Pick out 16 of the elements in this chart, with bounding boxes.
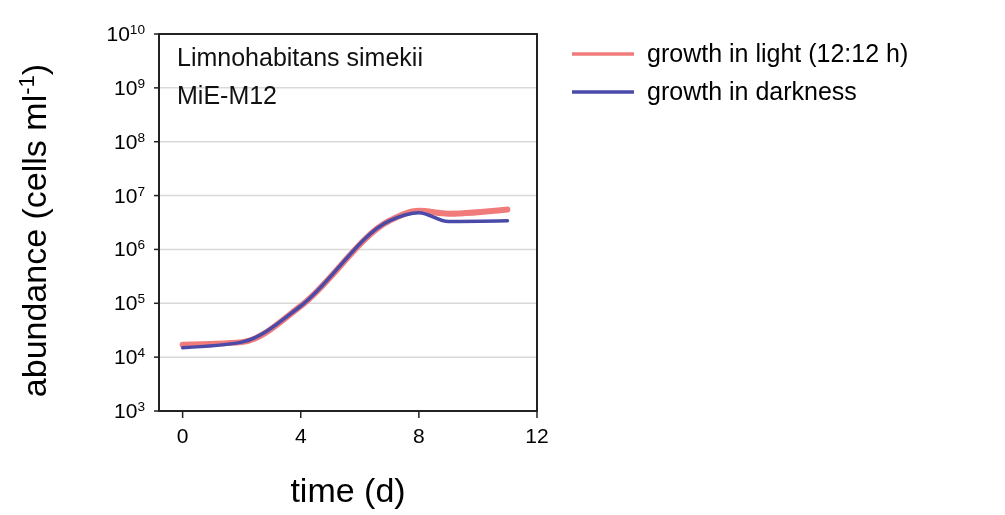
x-axis-title: time (d) <box>290 471 406 509</box>
x-tick-label: 4 <box>294 424 307 447</box>
x-tick-label: 8 <box>413 424 425 447</box>
y-tick-label: 10$^{8}$ <box>114 129 145 153</box>
annotation: Limnohabitans simekii MiE-M12 <box>177 42 424 111</box>
y-tick-label: 10$^{5}$ <box>114 290 146 315</box>
y-tick-label: 10$^{10}$ <box>106 21 146 45</box>
y-tick-label: 10$^{7}$ <box>114 183 145 207</box>
x-tick-label: 12 <box>525 424 549 447</box>
y-tick-label: 10$^{3}$ <box>114 398 145 422</box>
y-tick-label: 10$^{4}$ <box>114 344 146 369</box>
legend-label: growth in darkness <box>647 77 857 105</box>
x-tick-label: 0 <box>176 424 189 447</box>
y-tick-label: 10$^{9}$ <box>114 75 145 99</box>
legend-label: growth in light (12:12 h) <box>647 39 909 67</box>
y-tick-label: 10$^{6}$ <box>114 236 145 261</box>
